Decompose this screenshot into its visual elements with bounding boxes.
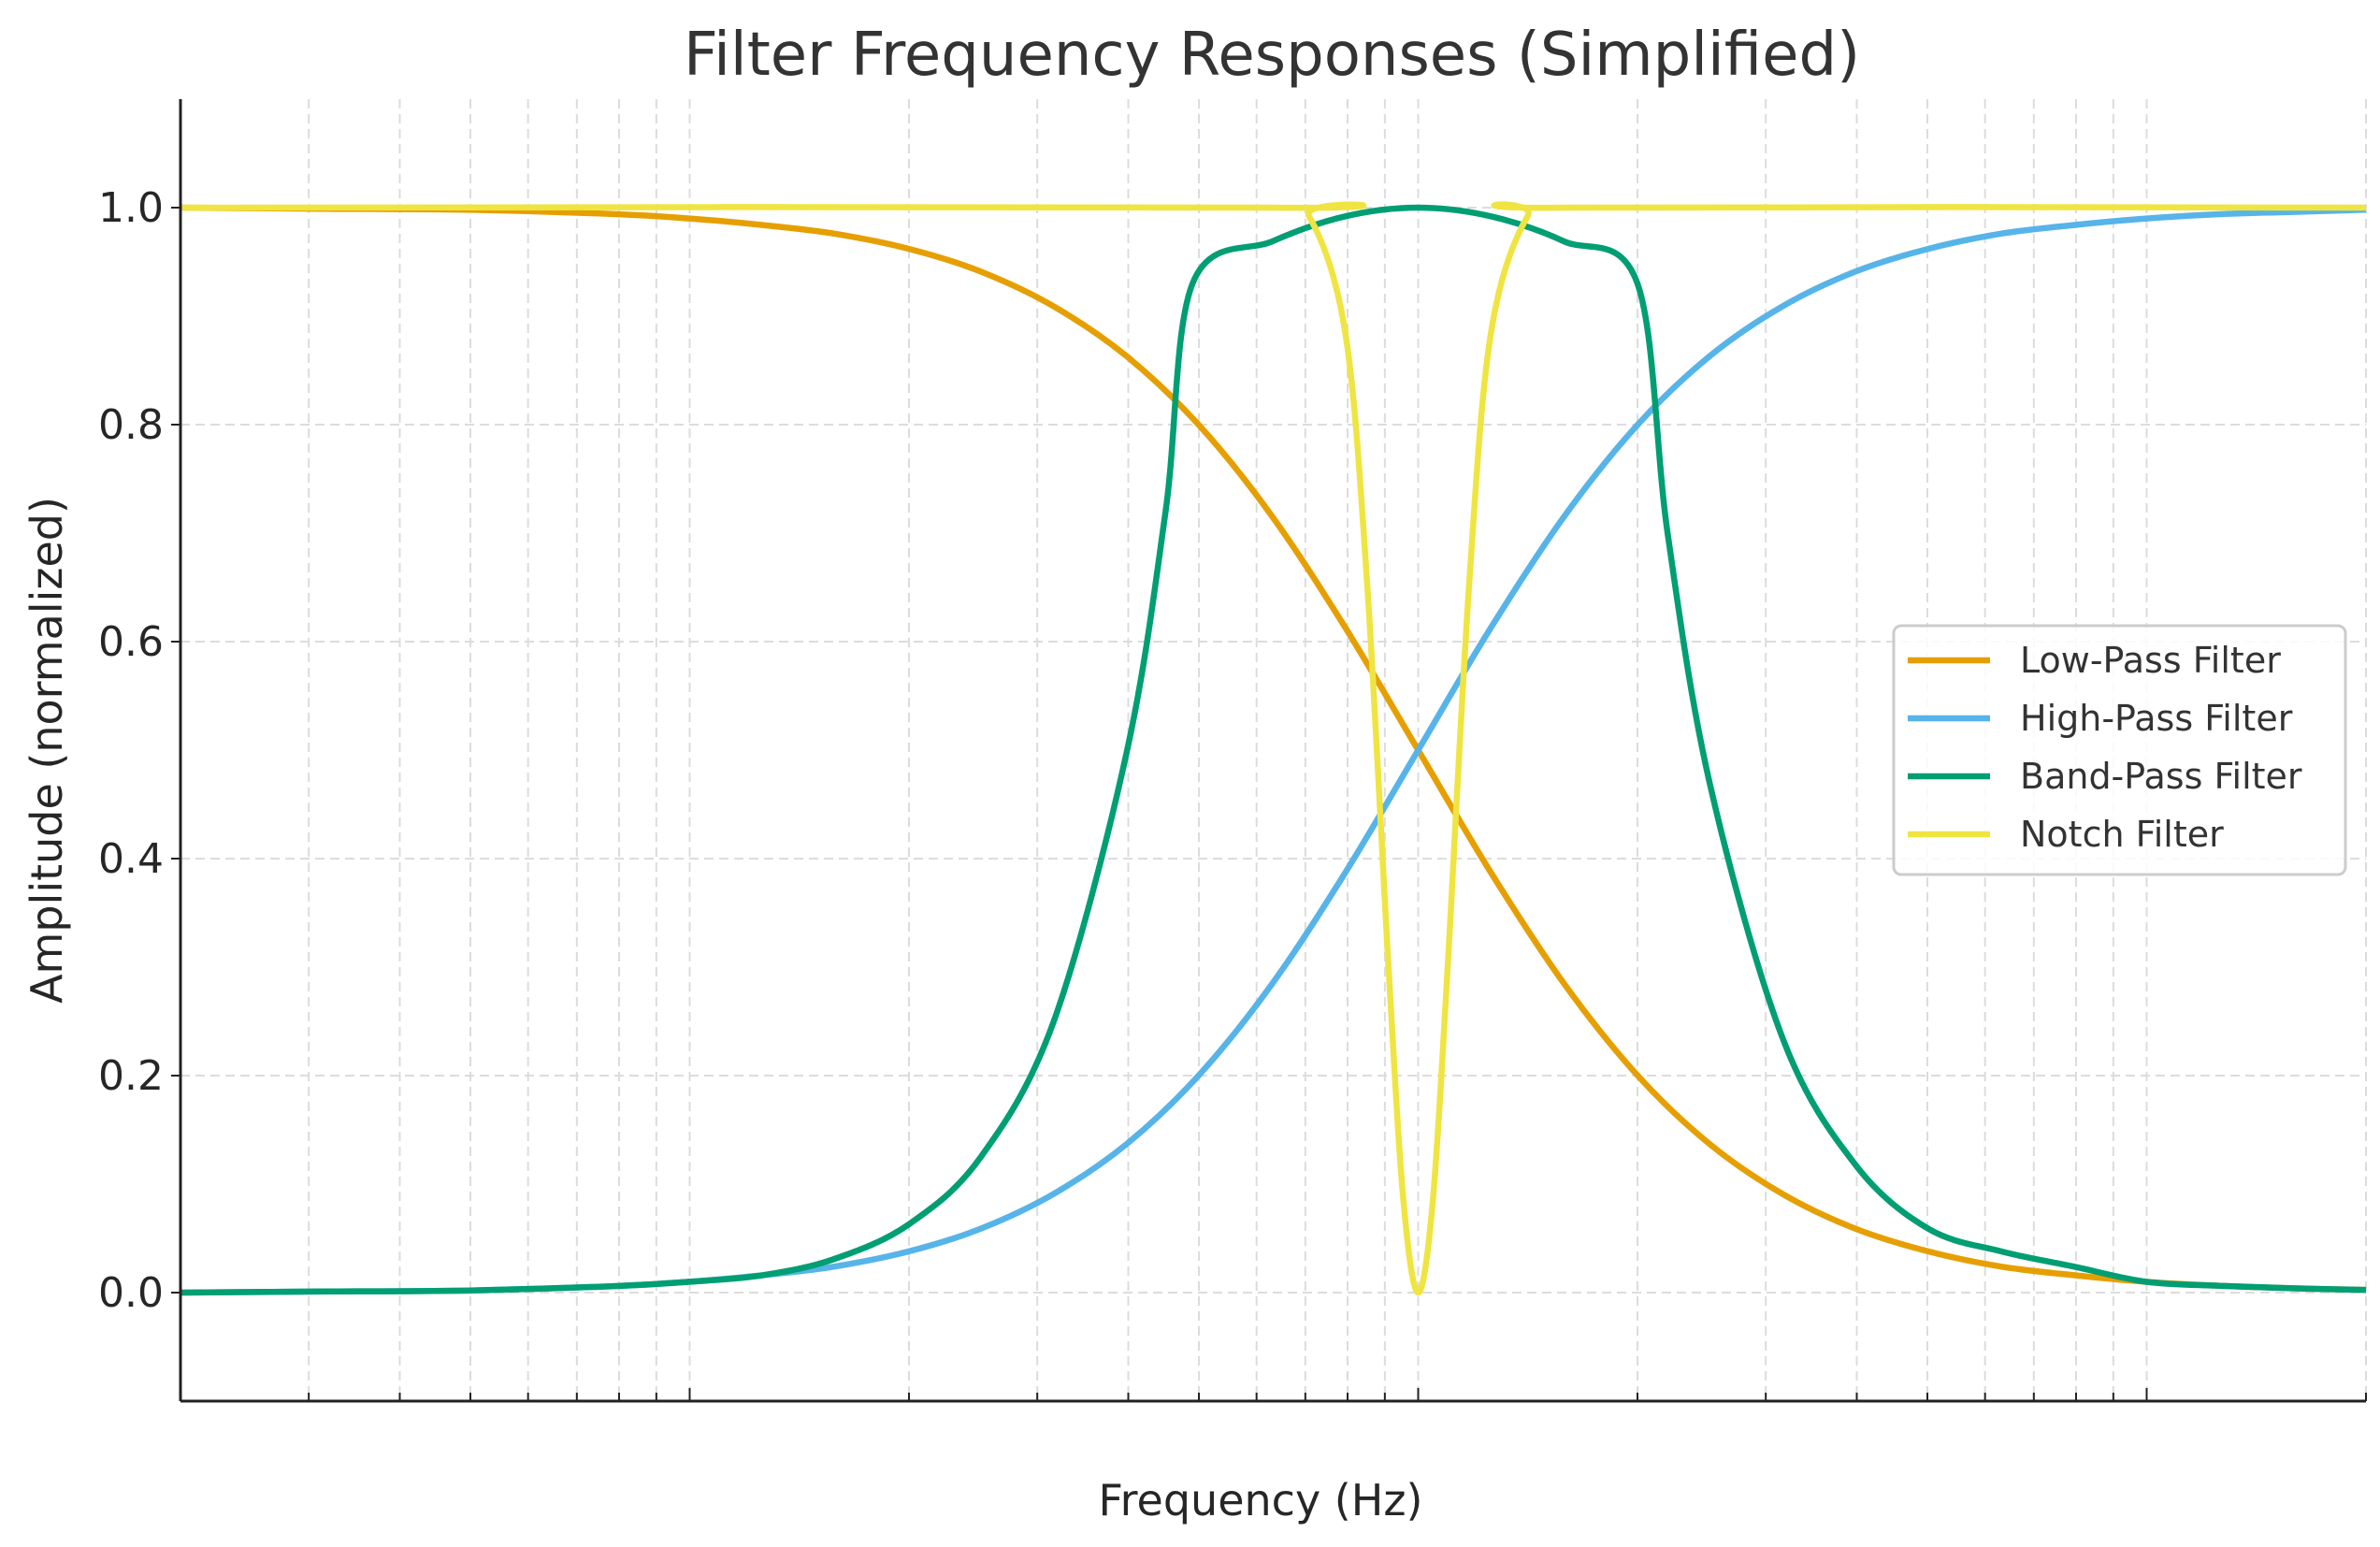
notch-filter-line bbox=[180, 201, 2367, 1296]
series-lines bbox=[180, 201, 2367, 1296]
legend-label-low-pass-filter: Low-Pass Filter bbox=[2020, 640, 2281, 681]
legend-label-band-pass-filter: Band-Pass Filter bbox=[2020, 756, 2302, 797]
chart-title: Filter Frequency Responses (Simplified) bbox=[684, 21, 1860, 90]
ticks: 0.0 0.2 0.4 0.6 0.8 1.0 bbox=[98, 184, 2367, 1401]
legend-label-high-pass-filter: High-Pass Filter bbox=[2020, 698, 2293, 739]
y-tick-label: 0.2 bbox=[98, 1052, 164, 1100]
axes bbox=[179, 99, 2366, 1403]
legend-box bbox=[1892, 624, 2347, 876]
legend-label-notch-filter: Notch Filter bbox=[2020, 814, 2224, 855]
y-tick-label: 0.8 bbox=[98, 401, 164, 449]
low-pass-filter-line bbox=[180, 204, 2367, 1294]
y-tick-label: 1.0 bbox=[98, 184, 164, 232]
y-axis-label: Amplitude (normalized) bbox=[22, 497, 72, 1004]
y-tick-label: 0.6 bbox=[98, 618, 164, 666]
legend: Low-Pass Filter High-Pass Filter Band-Pass… bbox=[1892, 624, 2347, 876]
y-tick-label: 0.4 bbox=[98, 835, 164, 883]
band-pass-filter-line bbox=[180, 204, 2367, 1296]
y-tick-label: 0.0 bbox=[98, 1269, 164, 1317]
x-axis-label: Frequency (Hz) bbox=[1099, 1475, 1423, 1525]
